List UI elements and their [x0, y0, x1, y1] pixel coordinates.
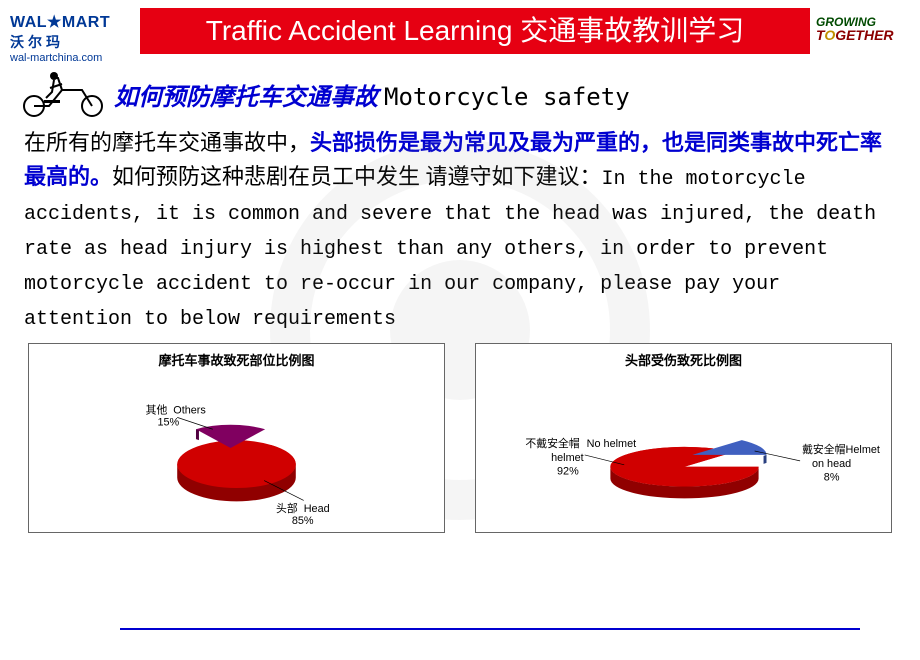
svg-text:85%: 85% — [292, 515, 314, 527]
walmart-logo: WAL★MART 沃尔玛 wal-martchina.com — [10, 8, 140, 64]
svg-text:Others: Others — [173, 405, 206, 417]
section-title-en: Motorcycle safety — [384, 83, 630, 111]
body-rest: 如何预防这种悲剧在员工中发生 请遵守如下建议： — [112, 164, 602, 189]
growing-bottom: TOGETHER — [816, 28, 910, 42]
svg-text:Head: Head — [304, 503, 330, 515]
svg-text:No helmet: No helmet — [587, 438, 636, 450]
chart-head-injury: 头部受伤致死比例图 不戴安全帽 — [475, 343, 892, 533]
svg-text:头部: 头部 — [276, 501, 298, 515]
svg-text:戴安全帽: 戴安全帽 — [802, 442, 846, 456]
svg-text:15%: 15% — [157, 416, 179, 428]
svg-text:其他: 其他 — [146, 404, 168, 417]
svg-text:helmet: helmet — [551, 452, 584, 464]
motorcycle-icon — [14, 70, 114, 118]
walmart-url: wal-martchina.com — [10, 52, 140, 64]
section-heading-row: 如何预防摩托车交通事故 Motorcycle safety — [0, 64, 920, 118]
section-title: 如何预防摩托车交通事故 Motorcycle safety — [114, 77, 630, 112]
svg-text:Helmet: Helmet — [846, 444, 880, 456]
svg-text:on head: on head — [812, 458, 851, 470]
walmart-logo-cn: 沃尔玛 — [10, 32, 140, 52]
chart2-svg: 不戴安全帽 No helmet helmet 92% 戴安全帽 Helmet o… — [476, 369, 891, 529]
chart1-svg: 其他 Others 15% 头部 Head 85% — [29, 369, 444, 529]
walmart-logo-en: WAL★MART — [10, 12, 140, 32]
charts-row: 摩托车事故致死部位比例图 其他 Others 15% — [0, 339, 920, 537]
chart-injury-parts: 摩托车事故致死部位比例图 其他 Others 15% — [28, 343, 445, 533]
svg-text:不戴安全帽: 不戴安全帽 — [525, 436, 579, 450]
svg-text:8%: 8% — [824, 472, 840, 484]
header: WAL★MART 沃尔玛 wal-martchina.com Traffic A… — [0, 0, 920, 64]
section-title-cn: 如何预防摩托车交通事故 — [114, 85, 378, 111]
chart2-title: 头部受伤致死比例图 — [476, 344, 891, 369]
chart2-label-helmet: 戴安全帽 Helmet on head 8% — [755, 442, 880, 484]
body-paragraph: 在所有的摩托车交通事故中，头部损伤是最为常见及最为严重的，也是同类事故中死亡率最… — [0, 118, 920, 339]
body-intro: 在所有的摩托车交通事故中， — [24, 130, 310, 155]
svg-text:92%: 92% — [557, 466, 579, 478]
footer-divider — [120, 628, 860, 630]
body-english: In the motorcycle accidents, it is commo… — [24, 168, 876, 331]
page-title-banner: Traffic Accident Learning 交通事故教训学习 — [140, 8, 810, 54]
chart1-label-others: 其他 Others 15% — [146, 404, 213, 430]
chart2-slice-helmet — [692, 440, 766, 455]
chart1-title: 摩托车事故致死部位比例图 — [29, 344, 444, 369]
growing-together-logo: GROWING TOGETHER — [810, 8, 910, 42]
